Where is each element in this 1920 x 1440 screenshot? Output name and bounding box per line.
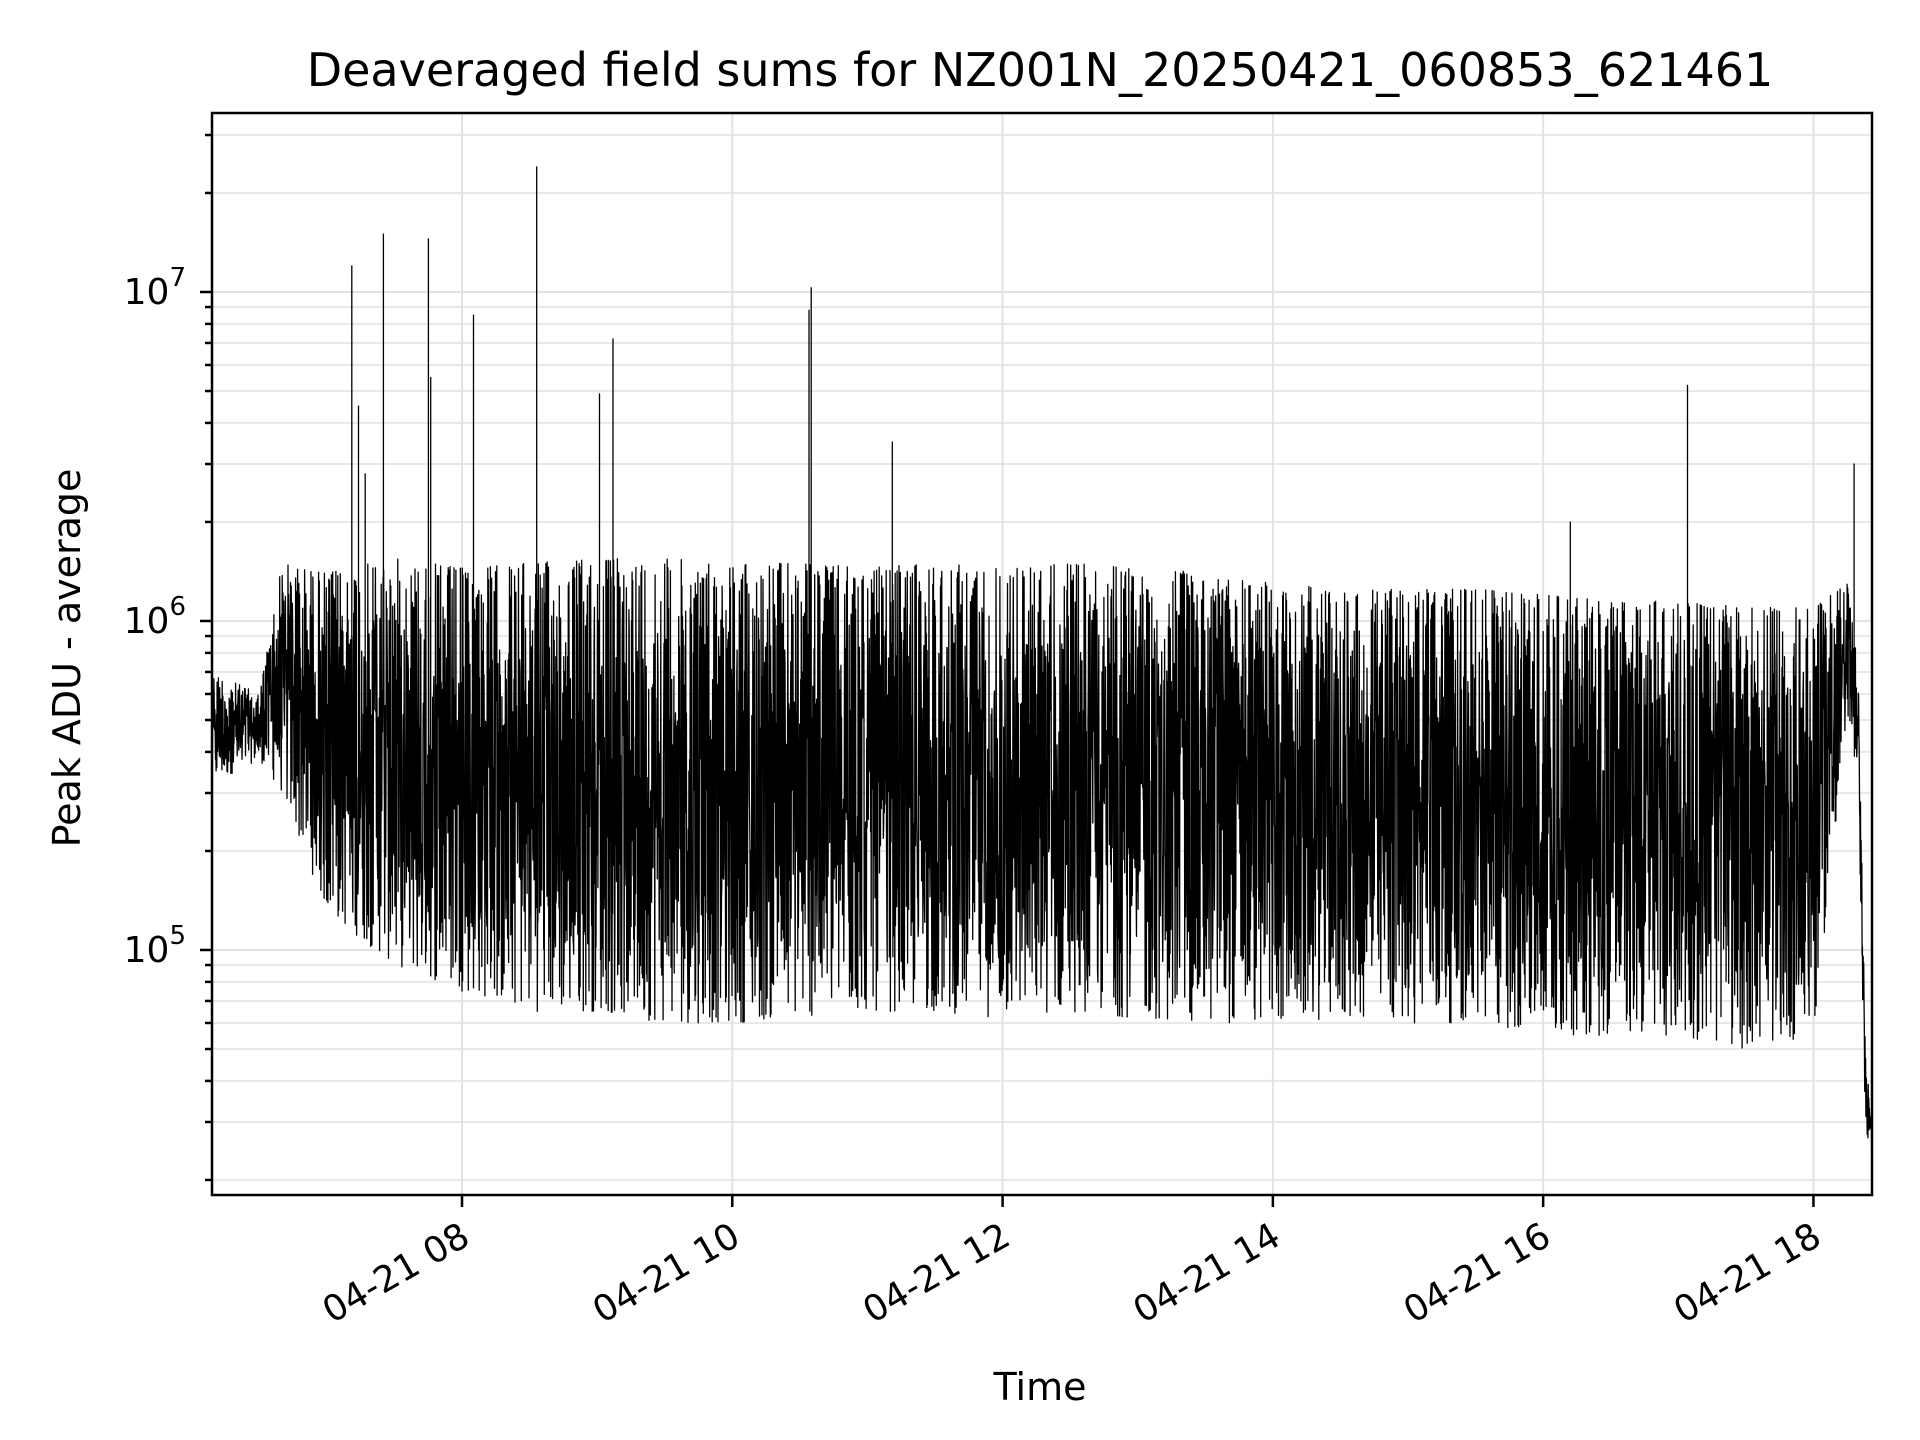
y-tick-base: 10	[124, 601, 170, 642]
y-tick-label: 107	[124, 263, 186, 313]
y-tick-base: 10	[124, 272, 170, 313]
y-tick-exponent: 6	[169, 592, 186, 622]
y-tick-label: 105	[124, 921, 186, 971]
y-tick-exponent: 5	[169, 921, 186, 951]
y-tick-label: 106	[124, 592, 186, 642]
y-tick-base: 10	[124, 930, 170, 971]
y-axis-label: Peak ADU - average	[45, 469, 89, 848]
chart-title: Deaveraged field sums for NZ001N_2025042…	[307, 43, 1774, 97]
series-line	[211, 166, 1873, 1159]
x-axis-label: Time	[993, 1365, 1087, 1409]
y-tick-exponent: 7	[169, 263, 186, 293]
series-0-line	[211, 166, 1873, 1159]
